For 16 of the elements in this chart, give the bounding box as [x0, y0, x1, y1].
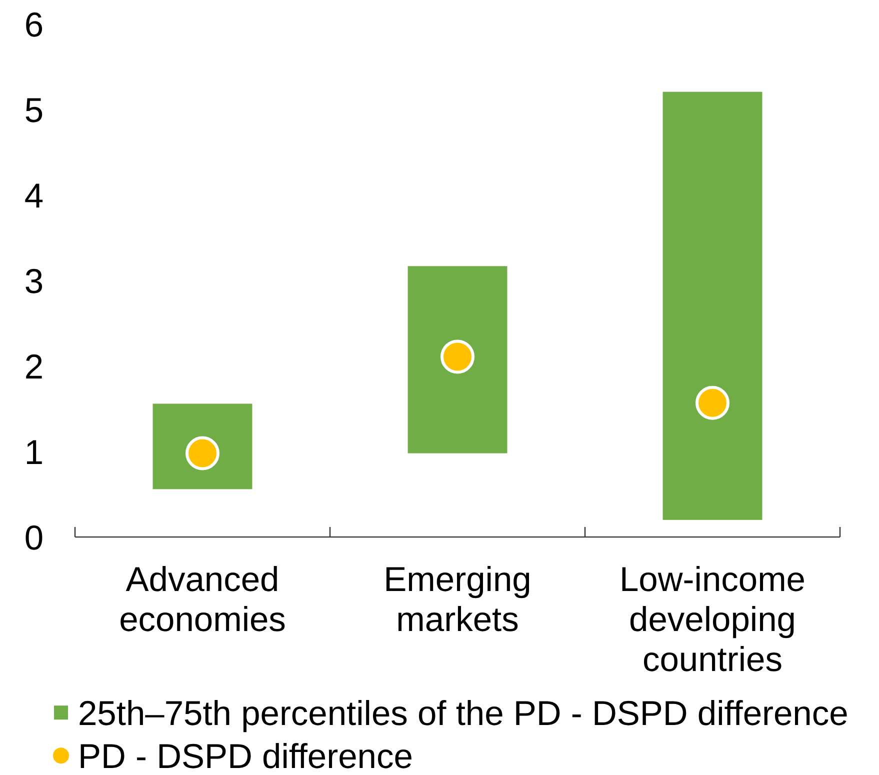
y-tick-label: 5	[24, 92, 44, 130]
y-tick-label: 1	[24, 434, 44, 472]
legend-label: 25th–75th percentiles of the PD - DSPD difference	[78, 695, 848, 733]
x-tick-label: Advanced economies	[119, 561, 286, 639]
x-tick-label: Low-income developing countries	[620, 561, 806, 679]
bar	[662, 92, 762, 520]
y-tick-label: 6	[24, 6, 44, 45]
point	[440, 340, 474, 374]
y-tick-label: 3	[24, 263, 44, 302]
bar	[408, 266, 508, 454]
point	[696, 386, 730, 420]
y-tick-label: 0	[24, 519, 44, 558]
legend-label: PD - DSPD difference	[78, 738, 413, 775]
y-tick-label: 2	[24, 348, 44, 387]
x-tick-label: Emerging markets	[384, 561, 532, 639]
y-tick-label: 4	[24, 178, 44, 216]
